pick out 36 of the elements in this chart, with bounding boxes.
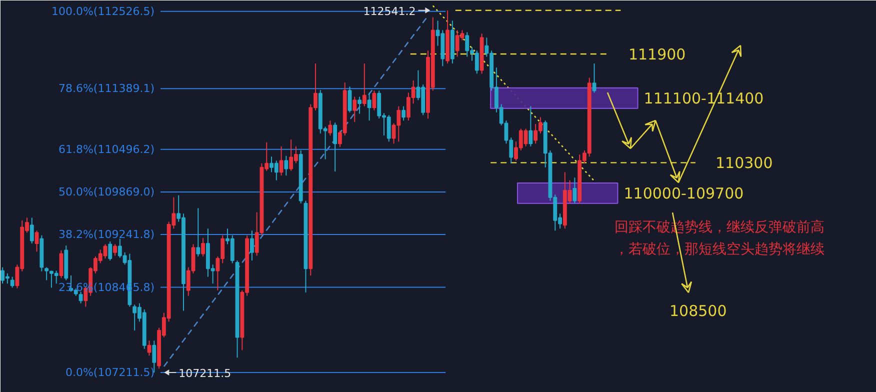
text: ，若破位，那短线空头趋势将继续 xyxy=(614,242,824,258)
text: 108500 xyxy=(670,302,727,320)
candlestick xyxy=(284,155,288,176)
candlestick xyxy=(372,90,376,111)
candlestick xyxy=(333,122,338,172)
candlestick xyxy=(250,230,254,261)
candlestick xyxy=(328,120,332,136)
candlestick xyxy=(34,230,39,252)
ref-line-label: 38.2%(109241.8) xyxy=(58,228,155,242)
ref-line-label: 78.6%(111389.1) xyxy=(58,82,155,96)
candlestick xyxy=(196,208,200,257)
candlestick xyxy=(348,86,352,113)
ref-line-label: 100.0%(112526.5) xyxy=(51,4,155,18)
ref-line-label: 61.8%(110496.2) xyxy=(58,142,155,156)
candlestick xyxy=(113,244,117,256)
candlestick xyxy=(201,238,206,257)
candlestick xyxy=(592,62,596,94)
candlestick xyxy=(402,106,406,122)
candlestick xyxy=(528,106,533,147)
ref-line-label: 111900 xyxy=(628,45,686,64)
candlestick xyxy=(352,96,357,122)
ref-line-label: 50.0%(109869.0) xyxy=(58,185,155,198)
candlestick xyxy=(59,250,64,279)
candlestick xyxy=(10,276,14,288)
ref-line-label: 110300 xyxy=(715,154,773,172)
candlestick xyxy=(30,217,34,244)
candlestick xyxy=(367,92,372,122)
ref-line-label: 0.0%(107211.5) xyxy=(65,366,155,379)
candlestick xyxy=(279,146,284,176)
band-label: 110000-109700 xyxy=(624,184,744,203)
candlestick xyxy=(358,96,362,114)
candlestick xyxy=(108,240,112,261)
candlestick xyxy=(572,177,577,204)
candlestick xyxy=(44,266,49,281)
candlestick xyxy=(152,340,156,373)
candlestick xyxy=(362,62,366,107)
